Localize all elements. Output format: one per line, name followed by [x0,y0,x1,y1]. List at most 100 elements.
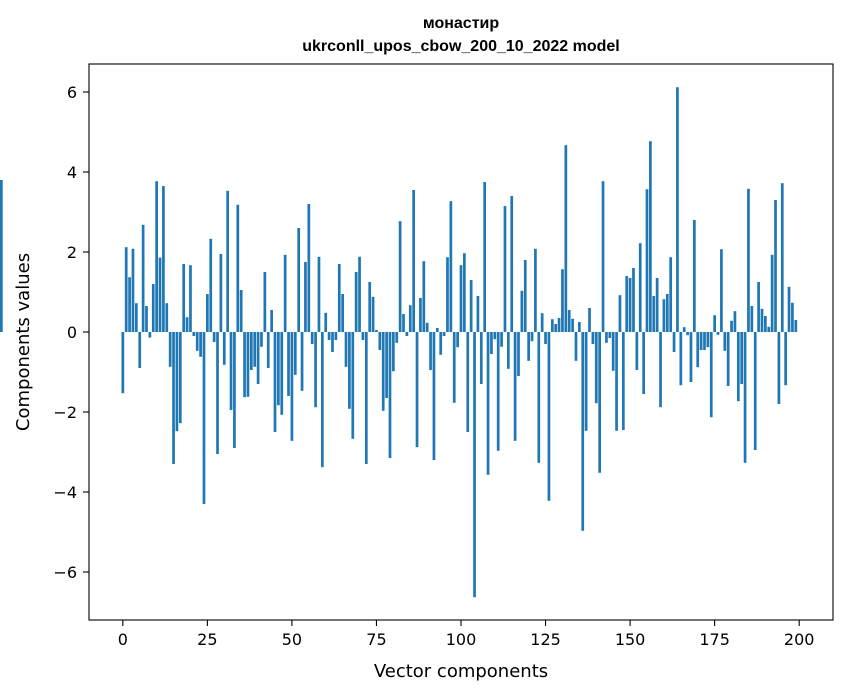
bar-87 [415,332,419,448]
bar-94 [439,332,443,355]
bar-19 [185,317,189,332]
bar-109 [490,332,493,354]
bar-145 [611,332,615,371]
bar-88 [419,298,422,332]
bar-40 [256,332,260,384]
bar-172 [703,332,706,350]
bar-8 [148,332,152,338]
bar-0 [121,332,125,394]
bar-107 [483,182,487,332]
bar-149 [625,276,629,332]
bar-136 [581,332,585,531]
bar-59 [320,332,324,468]
bar-39 [253,332,257,367]
bar-180 [730,320,733,332]
bar-86 [412,190,416,332]
x-axis-label: Vector components [374,661,548,682]
bar-95 [442,332,446,336]
bar-161 [665,294,669,332]
bar-99 [456,332,459,348]
bar-33 [233,332,236,448]
bar-48 [283,254,287,332]
bar-32 [229,332,233,410]
x-tick-label: 50 [282,630,302,649]
plot-frame [88,63,834,621]
bar-75 [375,330,378,332]
bar-5 [138,332,142,368]
bar-10 [155,181,158,332]
bar-171 [699,332,703,350]
bar-68 [351,332,355,439]
bar-199 [794,320,798,332]
bar-16 [175,332,179,432]
bar-154 [642,332,645,394]
bar-31 [226,190,230,332]
bar-189 [760,308,764,332]
bar-69 [354,272,358,332]
bar-167 [686,332,689,336]
bar-41 [260,332,263,347]
bar-63 [334,332,338,340]
bar-169 [692,220,696,332]
bar-159 [659,332,662,408]
bar-52 [297,228,301,332]
bar-64 [337,264,341,332]
bar-147 [618,295,622,332]
bar-131 [564,145,568,332]
bar-140 [594,332,598,404]
bar-60 [324,312,328,332]
bar-49 [287,332,290,396]
bar-160 [662,299,666,332]
bar-118 [520,290,524,332]
y-tick-label: 0 [67,323,77,342]
y-tick-label: 2 [67,243,77,262]
bar-165 [679,332,683,386]
bar-24 [202,332,206,504]
bar-3 [131,248,135,332]
bar-96 [446,257,449,332]
bar-135 [578,322,581,332]
bar-188 [757,282,760,332]
bar-53 [300,332,304,391]
bar-93 [435,328,439,332]
bar-90 [425,322,429,332]
bar-42 [263,272,267,332]
bar-146 [615,332,618,431]
bar-106 [479,332,483,384]
bar-57 [314,332,317,408]
bar-102 [466,332,470,432]
bar-178 [723,332,727,351]
bar-113 [503,206,507,332]
bar-29 [219,254,223,332]
bar-92 [432,332,436,460]
chart-subtitle: ukrconll_upos_cbow_200_10_2022 model [302,38,619,55]
bar-18 [182,264,186,332]
x-tick-label: 25 [197,630,217,649]
bar-54 [304,262,307,332]
y-tick-label: −4 [53,483,77,502]
bar-9 [151,284,155,332]
bar-7 [145,306,148,332]
bar-139 [591,332,595,344]
bar-23 [199,332,202,357]
bar-122 [534,248,537,332]
bar-123 [537,332,541,463]
bar-89 [422,261,426,332]
bar-127 [550,319,554,332]
bar-13 [165,303,169,332]
bar-62 [331,332,334,352]
bar-168 [689,332,693,382]
y-tick-label: −6 [53,563,77,582]
bar-79 [388,332,392,458]
bar-197 [787,286,791,332]
bar-142 [601,181,605,332]
bar-98 [452,332,456,403]
bar-121 [530,332,534,342]
bar-74 [371,296,375,332]
bar-120 [527,332,530,361]
bar-186 [750,306,754,332]
bar-22 [195,332,199,351]
bar-108 [486,332,490,475]
bar-110 [493,332,497,340]
